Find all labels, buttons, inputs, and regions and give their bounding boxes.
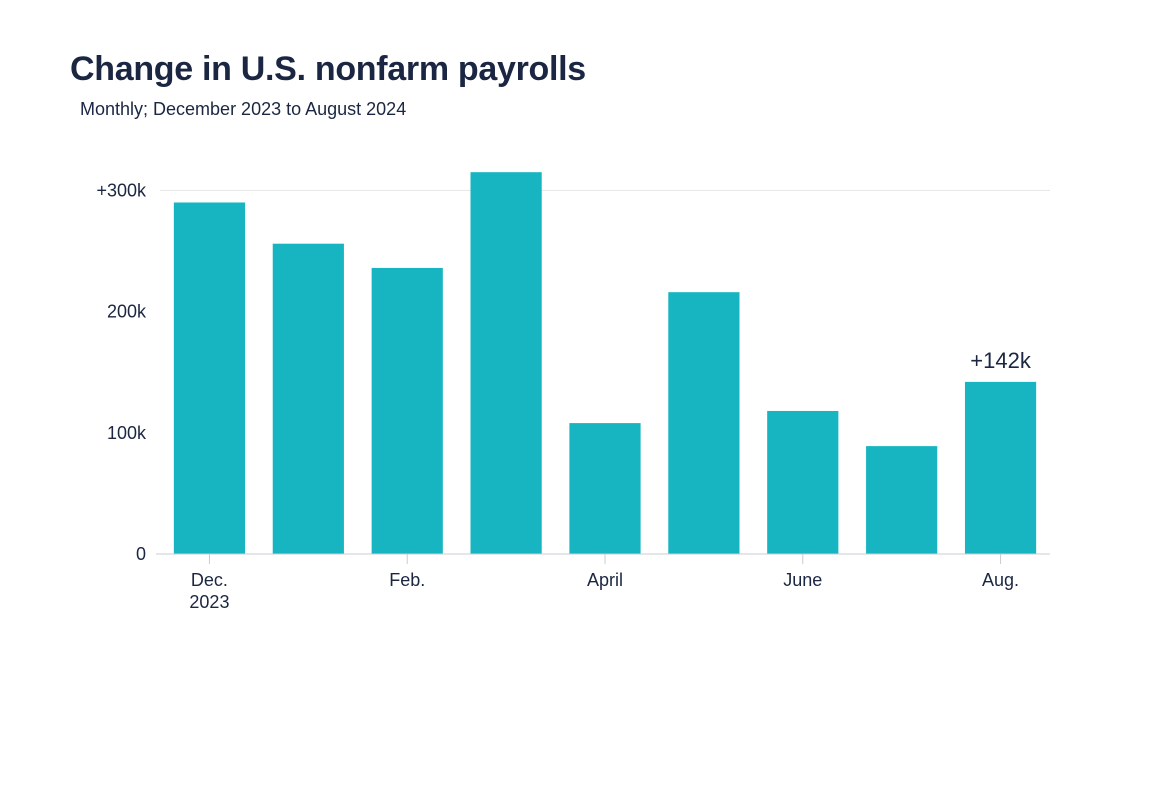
bar [965, 382, 1036, 554]
x-tick-label: Feb. [389, 570, 425, 590]
bar-callout-label: +142k [970, 348, 1032, 373]
bar [372, 268, 443, 554]
y-tick-label: 0 [136, 544, 146, 564]
bar [174, 202, 245, 554]
chart-container: Change in U.S. nonfarm payrolls Monthly;… [0, 0, 1160, 788]
y-tick-label: 100k [107, 423, 147, 443]
x-tick-label: Aug. [982, 570, 1019, 590]
y-tick-label: +300k [96, 180, 147, 200]
bar [866, 446, 937, 554]
chart-subtitle: Monthly; December 2023 to August 2024 [80, 99, 1090, 120]
x-tick-label: June [783, 570, 822, 590]
bar [273, 244, 344, 554]
y-tick-label: 200k [107, 302, 147, 322]
x-tick-label: April [587, 570, 623, 590]
chart-title: Change in U.S. nonfarm payrolls [70, 50, 1090, 89]
bar [471, 172, 542, 554]
x-tick-label: 2023 [189, 592, 229, 612]
bar [569, 423, 640, 554]
bar [767, 411, 838, 554]
bar [668, 292, 739, 554]
x-tick-label: Dec. [191, 570, 228, 590]
bar-chart: 0 100k 200k +300k Dec.2023 Feb. April June Aug. +… [70, 144, 1070, 624]
